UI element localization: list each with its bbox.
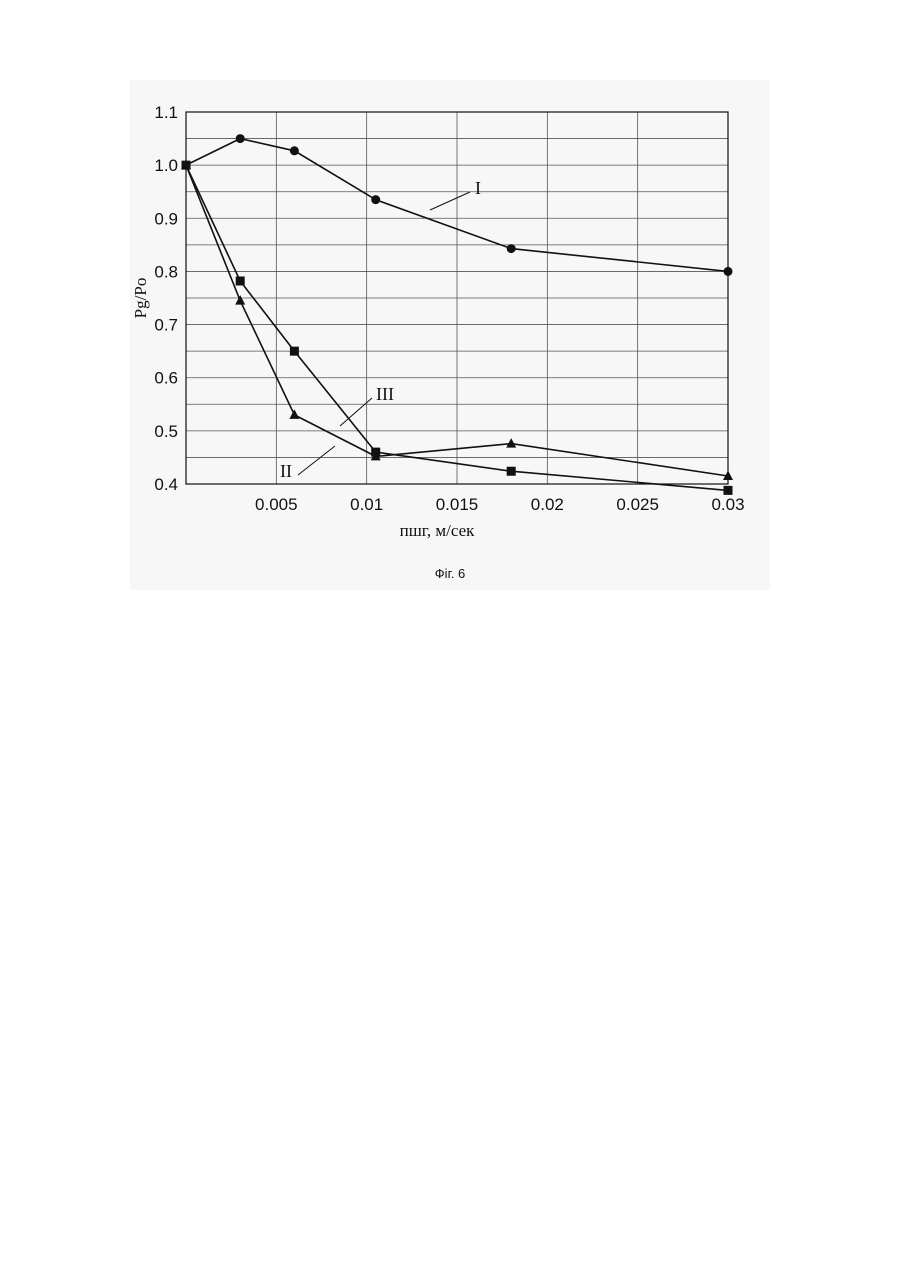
y-tick-label: 1.0 [154,156,178,175]
y-tick-label: 1.1 [154,103,178,122]
x-axis-label: пшг, м/сек [400,521,476,540]
y-axis-label: Pg/Po [131,278,150,319]
series-label: I [475,178,481,198]
x-tick-label: 0.01 [350,495,383,514]
figure: 0.40.50.60.70.80.91.01.1 0.0050.010.0150… [130,80,770,590]
series-label: III [376,384,394,404]
data-point [507,467,516,476]
x-tick-label: 0.015 [436,495,479,514]
x-tick-label: 0.03 [711,495,744,514]
grid [186,112,728,484]
data-point [506,438,516,448]
x-tick-label: 0.02 [531,495,564,514]
x-axis: 0.005 0.01 0.015 0.02 0.025 0.03 [255,495,744,514]
data-point [724,267,733,276]
y-tick-label: 0.9 [154,209,178,228]
y-tick-label: 0.7 [154,316,178,335]
data-point [182,161,191,170]
x-tick-label: 0.005 [255,495,298,514]
series-label: II [280,461,292,481]
data-point [371,195,380,204]
label-leader [430,192,470,210]
x-tick-label: 0.025 [616,495,659,514]
data-point [290,146,299,155]
y-axis: 0.4 0.5 0.6 0.7 0.8 0.9 1.0 1.1 [154,103,178,494]
data-point [236,276,245,285]
data-point [236,134,245,143]
y-tick-label: 0.4 [154,475,178,494]
label-leader [298,446,335,475]
figure-caption: Фіг. 6 [0,566,900,581]
data-point [724,486,733,495]
y-tick-label: 0.6 [154,369,178,388]
data-point [507,244,516,253]
y-tick-label: 0.5 [154,422,178,441]
line-chart: 0.40.50.60.70.80.91.01.1 0.0050.010.0150… [130,80,770,560]
data-point [235,295,245,305]
y-tick-label: 0.8 [154,262,178,281]
data-point [290,347,299,356]
series-labels: IIIIII [280,178,481,481]
data-point [371,448,380,457]
data-point [289,409,299,419]
label-leader [340,398,372,426]
